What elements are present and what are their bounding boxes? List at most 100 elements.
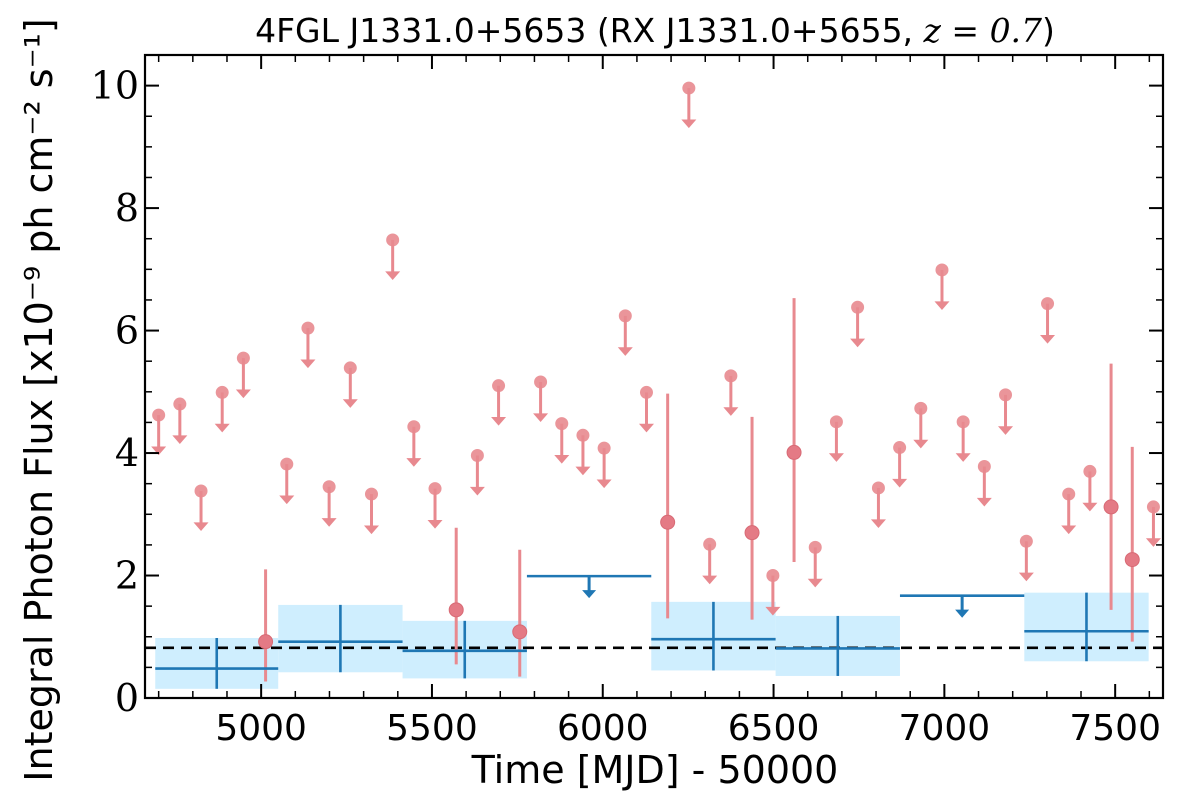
monthly-upper-limit-point <box>322 480 336 494</box>
monthly-upper-limit-point <box>871 481 885 495</box>
monthly-upper-limit-arrow-head <box>235 389 251 399</box>
monthly-detection-point <box>1103 499 1119 515</box>
monthly-upper-limit-point <box>914 401 928 415</box>
x-tick-label: 7000 <box>899 708 991 749</box>
monthly-upper-limit-point <box>386 233 400 247</box>
monthly-upper-limit-arrow-head <box>279 495 295 505</box>
monthly-upper-limit-point <box>1062 487 1076 501</box>
x-tick-label: 5000 <box>215 708 307 749</box>
monthly-upper-limit-point <box>1146 500 1160 514</box>
monthly-upper-limit-arrow-head <box>807 578 823 588</box>
yearly-upper-limit-arrow-head <box>582 590 597 599</box>
monthly-upper-limit-arrow-head <box>321 518 337 527</box>
monthly-upper-limit-arrow-head <box>363 525 379 535</box>
monthly-upper-limit-point <box>280 457 294 471</box>
monthly-upper-limit-arrow-head <box>214 423 230 433</box>
chart-title-suffix: ) <box>1042 11 1055 50</box>
x-tick-label: 7500 <box>1069 708 1161 749</box>
monthly-upper-limit-point <box>470 448 484 462</box>
monthly-upper-limit-arrow-head <box>427 519 443 529</box>
monthly-upper-limit-arrow-head <box>723 407 739 416</box>
y-tick-label: 8 <box>115 186 139 230</box>
monthly-upper-limit-point <box>173 397 187 411</box>
monthly-upper-limit-arrow-head <box>491 417 507 426</box>
monthly-upper-limit-arrow-head <box>193 522 209 532</box>
monthly-detection-point <box>660 514 676 530</box>
y-tick-label: 6 <box>115 309 139 353</box>
monthly-upper-limit-point <box>364 487 378 501</box>
monthly-upper-limit-point <box>534 375 548 389</box>
monthly-upper-limit-arrow-head <box>1082 502 1098 512</box>
monthly-upper-limit-point <box>703 537 717 551</box>
monthly-upper-limit-point <box>999 388 1013 402</box>
monthly-detection-point <box>786 444 802 460</box>
monthly-upper-limit-arrow-head <box>955 453 971 462</box>
monthly-upper-limit-arrow-head <box>638 423 654 433</box>
monthly-upper-limit-point <box>301 321 315 335</box>
x-tick-label: 6000 <box>557 708 649 749</box>
y-tick-label: 2 <box>115 554 139 598</box>
x-tick-label: 6500 <box>728 708 820 749</box>
monthly-upper-limit-point <box>851 300 865 314</box>
monthly-points <box>151 81 1161 682</box>
chart-title-math: z = 0.7 <box>923 11 1043 50</box>
monthly-upper-limit-arrow-head <box>850 338 866 348</box>
monthly-upper-limit-point <box>407 420 421 434</box>
x-axis-label: Time [MJD] - 50000 <box>471 748 839 792</box>
y-tick-label: 10 <box>91 64 139 108</box>
monthly-upper-limit-point <box>576 428 590 442</box>
chart-title-prefix: 4FGL J1331.0+5653 (RX J1331.0+5655, <box>255 11 923 50</box>
monthly-detection-point <box>744 525 760 541</box>
chart-title: 4FGL J1331.0+5653 (RX J1331.0+5655, z = … <box>255 11 1055 50</box>
monthly-upper-limit-arrow-head <box>342 399 358 408</box>
monthly-upper-limit-point <box>152 408 166 422</box>
monthly-upper-limit-point <box>555 417 569 431</box>
monthly-upper-limit-arrow-head <box>617 347 633 356</box>
monthly-upper-limit-point <box>829 415 843 429</box>
monthly-upper-limit-point <box>597 441 611 455</box>
monthly-upper-limit-arrow-head <box>575 466 591 476</box>
axis-ticks: 0 2 4 6 8 10 5000 5500 6000 6500 7000 7500 <box>91 55 1163 749</box>
monthly-upper-limit-point <box>639 385 653 399</box>
y-axis-label: Integral Photon Flux [x10⁻⁹ ph cm⁻² s⁻¹] <box>17 18 61 781</box>
monthly-upper-limit-arrow-head <box>702 575 718 585</box>
monthly-upper-limit-point <box>1019 534 1033 548</box>
y-tick-label: 4 <box>115 431 139 475</box>
monthly-upper-limit-arrow-head <box>1018 572 1034 582</box>
monthly-upper-limit-arrow-head <box>892 478 908 488</box>
monthly-upper-limit-arrow-head <box>1040 335 1056 344</box>
monthly-detection-point <box>512 624 528 640</box>
monthly-detection-point <box>258 634 274 650</box>
monthly-upper-limit-point <box>236 351 250 365</box>
monthly-upper-limit-arrow-head <box>1145 538 1161 547</box>
monthly-upper-limit-point <box>1041 297 1055 311</box>
monthly-upper-limit-point <box>492 379 506 393</box>
monthly-upper-limit-arrow-head <box>913 439 929 449</box>
monthly-detection-point <box>448 602 464 618</box>
monthly-upper-limit-arrow-head <box>681 119 697 129</box>
monthly-detection-point <box>1124 552 1140 568</box>
monthly-upper-limit-point <box>724 369 738 383</box>
monthly-upper-limit-arrow-head <box>1061 525 1077 535</box>
monthly-upper-limit-arrow-head <box>406 458 422 467</box>
monthly-upper-limit-point <box>956 415 970 429</box>
monthly-upper-limit-point <box>893 441 907 455</box>
monthly-upper-limit-arrow-head <box>151 446 167 456</box>
yearly-points <box>155 574 1149 689</box>
monthly-upper-limit-arrow-head <box>469 486 485 496</box>
monthly-upper-limit-arrow-head <box>385 271 401 280</box>
monthly-upper-limit-point <box>215 385 229 399</box>
monthly-upper-limit-point <box>194 484 208 498</box>
monthly-upper-limit-point <box>1083 464 1097 478</box>
monthly-upper-limit-arrow-head <box>554 455 570 464</box>
monthly-upper-limit-arrow-head <box>976 497 992 507</box>
monthly-upper-limit-point <box>428 482 442 496</box>
monthly-upper-limit-arrow-head <box>934 301 950 310</box>
monthly-upper-limit-point <box>935 263 949 277</box>
monthly-upper-limit-point <box>343 361 357 375</box>
monthly-upper-limit-point <box>808 540 822 554</box>
x-tick-label: 5500 <box>386 708 478 749</box>
monthly-upper-limit-arrow-head <box>300 359 316 369</box>
monthly-upper-limit-arrow-head <box>870 519 886 528</box>
